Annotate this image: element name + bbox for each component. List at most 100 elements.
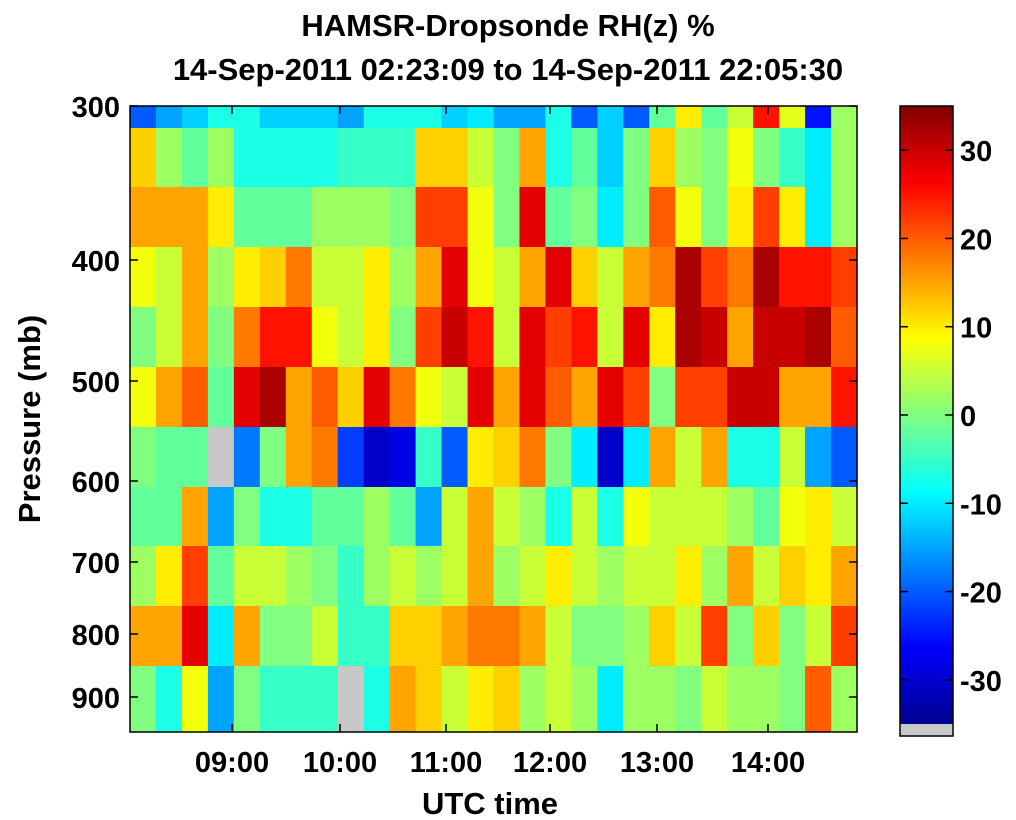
heatmap-cell xyxy=(181,247,209,308)
heatmap-cell xyxy=(130,128,157,188)
heatmap-cell xyxy=(701,427,728,488)
heatmap-cell xyxy=(337,367,365,428)
heatmap-cell xyxy=(753,487,780,547)
heatmap-cell xyxy=(727,666,754,733)
heatmap-cell xyxy=(363,106,391,129)
colorbar-tick-label: 0 xyxy=(960,401,976,433)
heatmap-cell xyxy=(130,606,157,667)
heatmap-cell xyxy=(285,606,313,667)
heatmap-cell xyxy=(727,187,754,248)
heatmap-cell xyxy=(831,106,858,129)
heatmap-cell xyxy=(337,606,365,667)
heatmap-cell xyxy=(675,606,702,667)
heatmap-cell xyxy=(130,546,157,607)
heatmap-cell xyxy=(181,427,209,488)
heatmap-cell xyxy=(181,666,209,733)
y-tick-label: 800 xyxy=(72,620,120,652)
heatmap-cell xyxy=(493,367,521,428)
heatmap-cell xyxy=(363,367,391,428)
heatmap-cell xyxy=(233,106,261,129)
heatmap-cell xyxy=(779,546,806,607)
heatmap-cell xyxy=(519,106,547,129)
y-tick-label: 300 xyxy=(72,92,120,124)
heatmap-cell xyxy=(727,247,754,308)
heatmap-cell xyxy=(545,128,572,188)
heatmap-cell xyxy=(727,487,754,547)
heatmap-cell xyxy=(571,606,598,667)
x-tick-label: 14:00 xyxy=(731,747,805,779)
heatmap-cell xyxy=(597,367,624,428)
heatmap-cell xyxy=(519,606,547,667)
heatmap-cell xyxy=(779,666,806,733)
heatmap-cell xyxy=(831,427,858,488)
heatmap-cell xyxy=(363,606,391,667)
heatmap-cell xyxy=(233,367,261,428)
heatmap-cell xyxy=(233,546,261,607)
colorbar-missing-swatch xyxy=(900,724,953,736)
heatmap-cell xyxy=(519,427,547,488)
heatmap-cell xyxy=(285,247,313,308)
heatmap-cell xyxy=(701,367,728,428)
heatmap-cell xyxy=(649,187,676,248)
heatmap-cell xyxy=(597,307,624,368)
colorbar-gradient xyxy=(900,106,953,724)
y-axis-label: Pressure (mb) xyxy=(12,315,47,523)
heatmap-cell xyxy=(259,546,287,607)
heatmap-cell xyxy=(493,187,521,248)
heatmap-cell xyxy=(701,546,728,607)
x-tick-label: 12:00 xyxy=(513,747,587,779)
heatmap-cell xyxy=(389,666,417,733)
heatmap-cell xyxy=(259,606,287,667)
heatmap-cell xyxy=(649,128,676,188)
heatmap-cell xyxy=(155,666,183,733)
heatmap-cell xyxy=(155,106,183,129)
heatmap-cell xyxy=(493,307,521,368)
heatmap-cell xyxy=(233,487,261,547)
heatmap-cell xyxy=(493,487,521,547)
heatmap-cell xyxy=(701,247,728,308)
heatmap-cell xyxy=(233,606,261,667)
heatmap-cell xyxy=(155,487,183,547)
heatmap-cell xyxy=(545,307,572,368)
heatmap-cell xyxy=(130,247,157,308)
heatmap-cell xyxy=(467,367,495,428)
heatmap-cell xyxy=(493,427,521,488)
heatmap-cell xyxy=(571,307,598,368)
heatmap-cell xyxy=(753,106,780,129)
colorbar-tick-label: 20 xyxy=(960,224,992,256)
heatmap-cell xyxy=(545,487,572,547)
x-axis-label: UTC time xyxy=(422,786,558,820)
heatmap-cell xyxy=(779,307,806,368)
heatmap-cell xyxy=(571,367,598,428)
heatmap-cell xyxy=(415,128,443,188)
y-tick-label: 400 xyxy=(72,246,120,278)
heatmap-cell xyxy=(597,247,624,308)
heatmap-cell xyxy=(207,307,235,368)
heatmap-cell xyxy=(727,128,754,188)
heatmap-cell xyxy=(571,247,598,308)
heatmap-cells xyxy=(130,106,858,733)
heatmap-cell xyxy=(519,307,547,368)
heatmap-cell xyxy=(779,606,806,667)
heatmap-cell xyxy=(753,128,780,188)
heatmap-cell xyxy=(415,247,443,308)
heatmap-cell xyxy=(623,247,650,308)
heatmap-cell xyxy=(207,247,235,308)
heatmap-cell xyxy=(207,367,235,428)
heatmap-cell xyxy=(779,427,806,488)
heatmap-cell xyxy=(545,247,572,308)
heatmap-cell xyxy=(831,367,858,428)
heatmap-cell xyxy=(285,307,313,368)
chart-subtitle: 14-Sep-2011 02:23:09 to 14-Sep-2011 22:0… xyxy=(172,52,844,87)
heatmap-cell xyxy=(415,106,443,129)
heatmap-cell xyxy=(597,606,624,667)
heatmap-cell xyxy=(727,106,754,129)
heatmap-cell xyxy=(675,307,702,368)
heatmap-cell xyxy=(831,546,858,607)
heatmap-cell xyxy=(597,487,624,547)
heatmap-cell xyxy=(545,367,572,428)
heatmap-cell xyxy=(337,666,365,733)
heatmap-cell xyxy=(285,546,313,607)
heatmap-cell xyxy=(649,247,676,308)
